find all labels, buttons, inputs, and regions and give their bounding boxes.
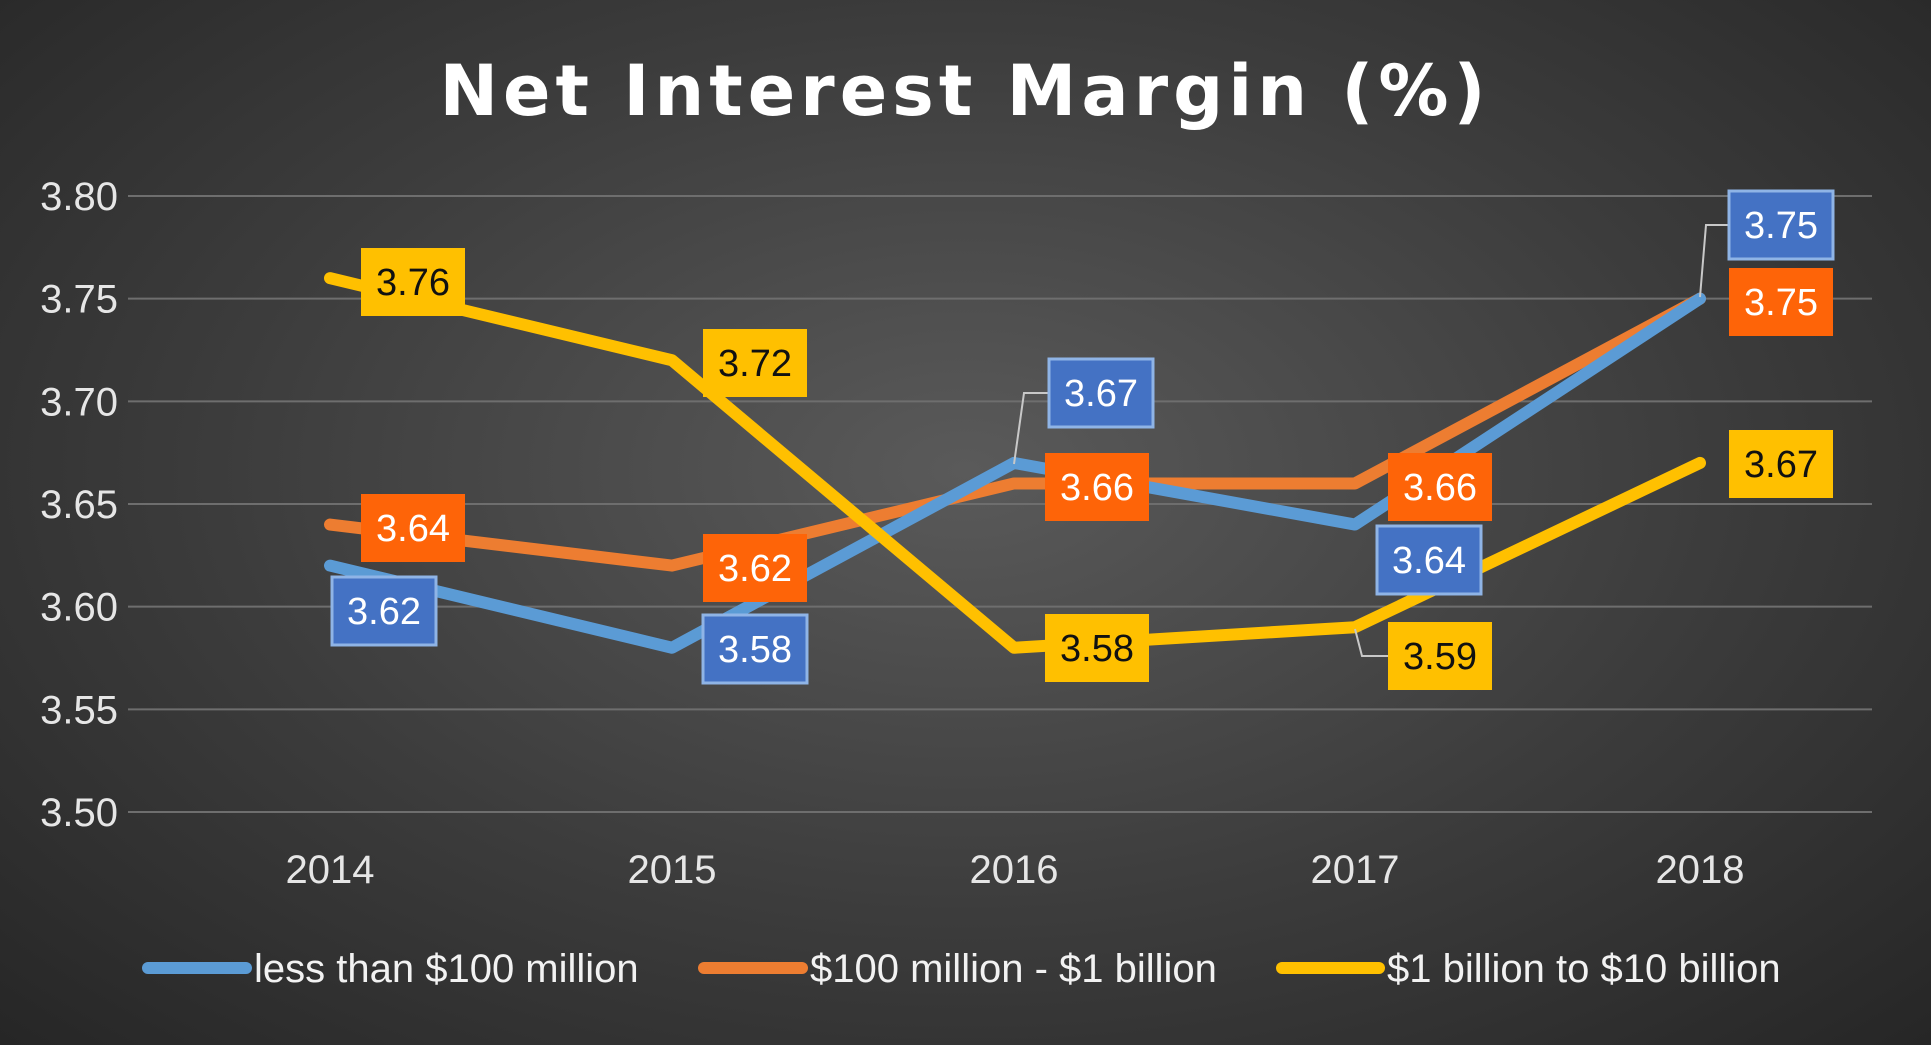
data-label-box bbox=[1727, 189, 1835, 261]
data-label-text: 3.75 bbox=[1744, 282, 1818, 324]
legend-label: $1 billion to $10 billion bbox=[1387, 947, 1781, 991]
data-label: 3.75 bbox=[1727, 189, 1835, 261]
data-label: 3.59 bbox=[1388, 622, 1492, 690]
data-label-text: 3.67 bbox=[1064, 373, 1138, 415]
x-tick-label: 2014 bbox=[286, 848, 375, 892]
data-label-box bbox=[1045, 453, 1149, 521]
data-label-box bbox=[361, 494, 465, 562]
y-tick-label: 3.55 bbox=[40, 688, 118, 732]
y-tick-label: 3.50 bbox=[40, 791, 118, 835]
data-label-text: 3.58 bbox=[718, 629, 792, 671]
y-tick-label: 3.70 bbox=[40, 380, 118, 424]
legend-label: less than $100 million bbox=[254, 947, 639, 991]
y-axis-ticks: 3.50 3.55 3.60 3.65 3.70 3.75 3.80 bbox=[40, 175, 118, 835]
legend-item: $1 billion to $10 billion bbox=[1276, 947, 1781, 991]
chart-title: Net Interest Margin (%) bbox=[439, 50, 1490, 132]
series-line bbox=[324, 292, 1706, 572]
data-label: 3.62 bbox=[703, 534, 807, 602]
data-label: 3.64 bbox=[1375, 524, 1483, 596]
data-label-box bbox=[703, 534, 807, 602]
data-label-box bbox=[1375, 524, 1483, 596]
y-tick-label: 3.60 bbox=[40, 586, 118, 630]
data-label-box bbox=[1045, 614, 1149, 682]
data-label: 3.67 bbox=[1729, 430, 1833, 498]
data-label: 3.66 bbox=[1388, 453, 1492, 521]
data-label: 3.76 bbox=[361, 248, 465, 316]
data-label: 3.64 bbox=[361, 494, 465, 562]
x-tick-label: 2018 bbox=[1656, 848, 1745, 892]
data-label-text: 3.66 bbox=[1060, 467, 1134, 509]
data-label-text: 3.75 bbox=[1744, 205, 1818, 247]
y-tick-label: 3.75 bbox=[40, 278, 118, 322]
x-tick-label: 2015 bbox=[628, 848, 717, 892]
legend: less than $100 million $100 million - $1 … bbox=[142, 947, 1781, 991]
data-label-text: 3.64 bbox=[376, 508, 450, 550]
data-label-text: 3.58 bbox=[1060, 628, 1134, 670]
data-label-box bbox=[1388, 622, 1492, 690]
data-label-box bbox=[1388, 453, 1492, 521]
data-label-box bbox=[701, 613, 809, 685]
data-label-box bbox=[1729, 268, 1833, 336]
data-label: 3.66 bbox=[1045, 453, 1149, 521]
legend-item: $100 million - $1 billion bbox=[698, 947, 1217, 991]
y-tick-label: 3.65 bbox=[40, 483, 118, 527]
data-label-text: 3.62 bbox=[718, 548, 792, 590]
legend-label: $100 million - $1 billion bbox=[810, 947, 1217, 991]
data-label-text: 3.66 bbox=[1403, 467, 1477, 509]
legend-item: less than $100 million bbox=[142, 947, 639, 991]
label-leader bbox=[1013, 392, 1049, 465]
data-label-box bbox=[1729, 430, 1833, 498]
data-label-box bbox=[330, 575, 438, 647]
x-axis-ticks: 2014 2015 2016 2017 2018 bbox=[286, 848, 1745, 892]
x-tick-label: 2016 bbox=[970, 848, 1059, 892]
data-label-text: 3.62 bbox=[347, 591, 421, 633]
label-leader bbox=[1699, 224, 1729, 298]
data-label-text: 3.67 bbox=[1744, 444, 1818, 486]
data-label-box bbox=[1047, 357, 1155, 429]
x-tick-label: 2017 bbox=[1311, 848, 1400, 892]
data-label-text: 3.72 bbox=[718, 343, 792, 385]
data-label-box bbox=[703, 329, 807, 397]
label-leader bbox=[1354, 628, 1388, 657]
data-label: 3.58 bbox=[701, 613, 809, 685]
data-label: 3.67 bbox=[1047, 357, 1155, 429]
data-label-text: 3.59 bbox=[1403, 636, 1477, 678]
data-label-box bbox=[361, 248, 465, 316]
data-label: 3.72 bbox=[703, 329, 807, 397]
label-leader-lines bbox=[1013, 224, 1729, 657]
data-labels: 3.62 3.58 3.67 3.64 3.75 3.64 3.62 3.66 3.66 3.75… bbox=[330, 189, 1835, 690]
y-tick-label: 3.80 bbox=[40, 175, 118, 219]
data-label-text: 3.76 bbox=[376, 262, 450, 304]
data-label-text: 3.64 bbox=[1392, 540, 1466, 582]
data-label: 3.75 bbox=[1729, 268, 1833, 336]
series-line bbox=[324, 292, 1706, 654]
data-label: 3.58 bbox=[1045, 614, 1149, 682]
data-label: 3.62 bbox=[330, 575, 438, 647]
